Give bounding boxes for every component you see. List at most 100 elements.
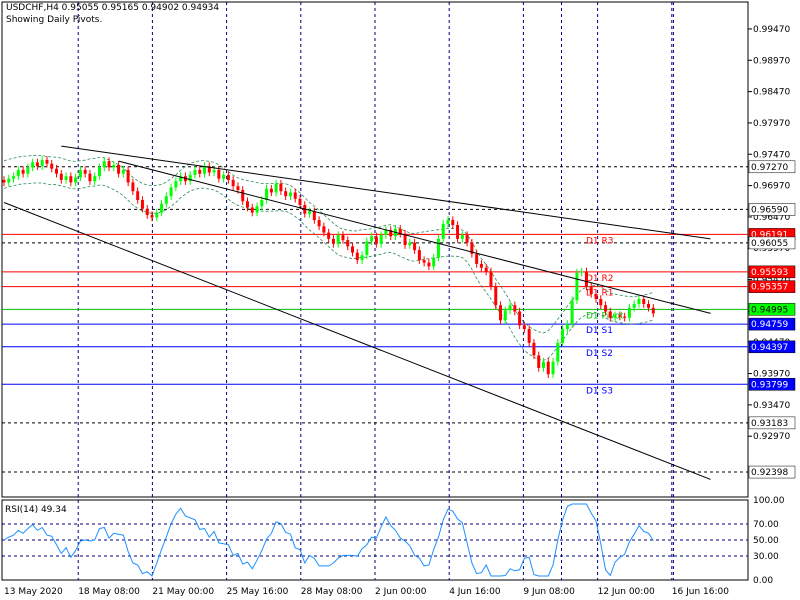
price-level-tag <box>748 378 796 391</box>
candle-body <box>2 179 6 183</box>
candle-body <box>465 235 469 243</box>
candle-body <box>331 238 335 244</box>
candle-body <box>398 228 402 234</box>
candle-body <box>537 355 541 368</box>
candle-body <box>384 230 388 236</box>
time-axis-label: 12 Jun 00:00 <box>598 587 655 597</box>
price-level-tag-label: 0.93799 <box>751 380 788 390</box>
candle-body <box>74 177 78 183</box>
candle-body <box>222 174 226 179</box>
time-axis-label: 18 May 08:00 <box>78 587 140 597</box>
candle-body <box>479 263 483 268</box>
candle-body <box>64 176 68 180</box>
price-level-tag-label: 0.96590 <box>751 205 788 215</box>
candle-body <box>575 272 579 301</box>
rsi-tick-label: 70.00 <box>753 520 779 530</box>
trend-line <box>3 202 711 480</box>
candle-body <box>93 176 97 182</box>
price-tick-label: 0.95970 <box>753 244 790 254</box>
candle-body <box>212 169 216 173</box>
candle-body <box>298 198 302 206</box>
candle-body <box>241 189 245 202</box>
candle-body <box>107 161 111 168</box>
candle-body <box>618 315 622 317</box>
candle-body <box>231 179 235 187</box>
candle-body <box>50 163 54 169</box>
price-level-tag <box>748 416 796 430</box>
candle-body <box>336 235 340 244</box>
price-level-tag-label: 0.93183 <box>751 419 788 429</box>
rsi-line <box>3 503 654 577</box>
time-axis-label: 28 May 08:00 <box>301 587 363 597</box>
candle-body <box>436 238 440 258</box>
candle-body <box>284 191 288 197</box>
envelope-band <box>3 154 654 334</box>
candle-body <box>16 169 20 177</box>
candle-body <box>647 304 651 308</box>
candle-body <box>532 342 536 356</box>
candle-body <box>508 305 512 311</box>
candle-body <box>317 220 321 227</box>
price-tick-label: 0.99470 <box>753 25 790 35</box>
candle-body <box>45 159 49 164</box>
candle-body <box>288 192 292 197</box>
price-tick-label: 0.93470 <box>753 401 790 411</box>
candle-body <box>269 188 273 193</box>
candle-body <box>236 186 240 190</box>
trend-line <box>61 145 711 240</box>
candle-body <box>12 176 16 179</box>
price-level-tag <box>748 465 796 479</box>
time-axis-label: 4 Jun 16:00 <box>449 587 501 597</box>
candle-body <box>556 342 560 362</box>
candle-body <box>613 315 617 318</box>
price-level-tag <box>748 303 796 316</box>
candle-body <box>274 183 278 193</box>
rsi-tick-label: 30.00 <box>753 552 779 562</box>
candle-body <box>35 162 39 167</box>
candle-body <box>422 260 426 263</box>
candle-body <box>456 225 460 239</box>
candle-body <box>346 240 350 247</box>
candle-body <box>121 169 125 174</box>
candle-body <box>279 183 283 192</box>
candle-body <box>475 253 479 264</box>
candle-body <box>188 174 192 182</box>
candle-body <box>632 304 636 308</box>
candle-body <box>293 192 297 199</box>
candle-body <box>21 169 25 174</box>
candle-body <box>55 168 59 174</box>
candle-body <box>351 246 355 253</box>
candle-body <box>589 286 593 294</box>
pivot-label: D1 R1 <box>586 289 614 299</box>
price-level-tag <box>748 236 796 250</box>
pivot-label: D1 Pivot <box>586 311 624 321</box>
time-axis-label: 13 May 2020 <box>4 587 63 597</box>
time-axis-label: 21 May 00:00 <box>152 587 214 597</box>
candle-body <box>174 181 178 188</box>
price-level-tag-label: 0.92398 <box>751 468 788 478</box>
pivot-label: D1 R3 <box>586 236 614 246</box>
candle-body <box>503 310 507 321</box>
candle-body <box>365 241 369 256</box>
candle-body <box>193 169 197 175</box>
candle-body <box>604 305 608 312</box>
price-tick-label: 0.97470 <box>753 150 790 160</box>
time-axis-label: 9 Jun 08:00 <box>523 587 575 597</box>
price-level-tag <box>748 340 796 354</box>
candle-body <box>441 223 445 239</box>
candle-body <box>40 159 44 167</box>
candle-body <box>226 174 230 180</box>
candle-body <box>126 169 130 183</box>
candle-body <box>198 169 202 174</box>
candle-body <box>570 300 574 325</box>
candle-body <box>207 166 211 173</box>
time-axis-label: 2 Jun 00:00 <box>375 587 427 597</box>
candle-body <box>150 215 154 218</box>
candle-body <box>484 267 488 272</box>
candle-body <box>112 164 116 168</box>
price-tick-label: 0.93970 <box>753 370 790 380</box>
price-level-tag-label: 0.94995 <box>751 305 788 315</box>
candle-body <box>355 252 359 261</box>
candle-body <box>117 164 121 174</box>
